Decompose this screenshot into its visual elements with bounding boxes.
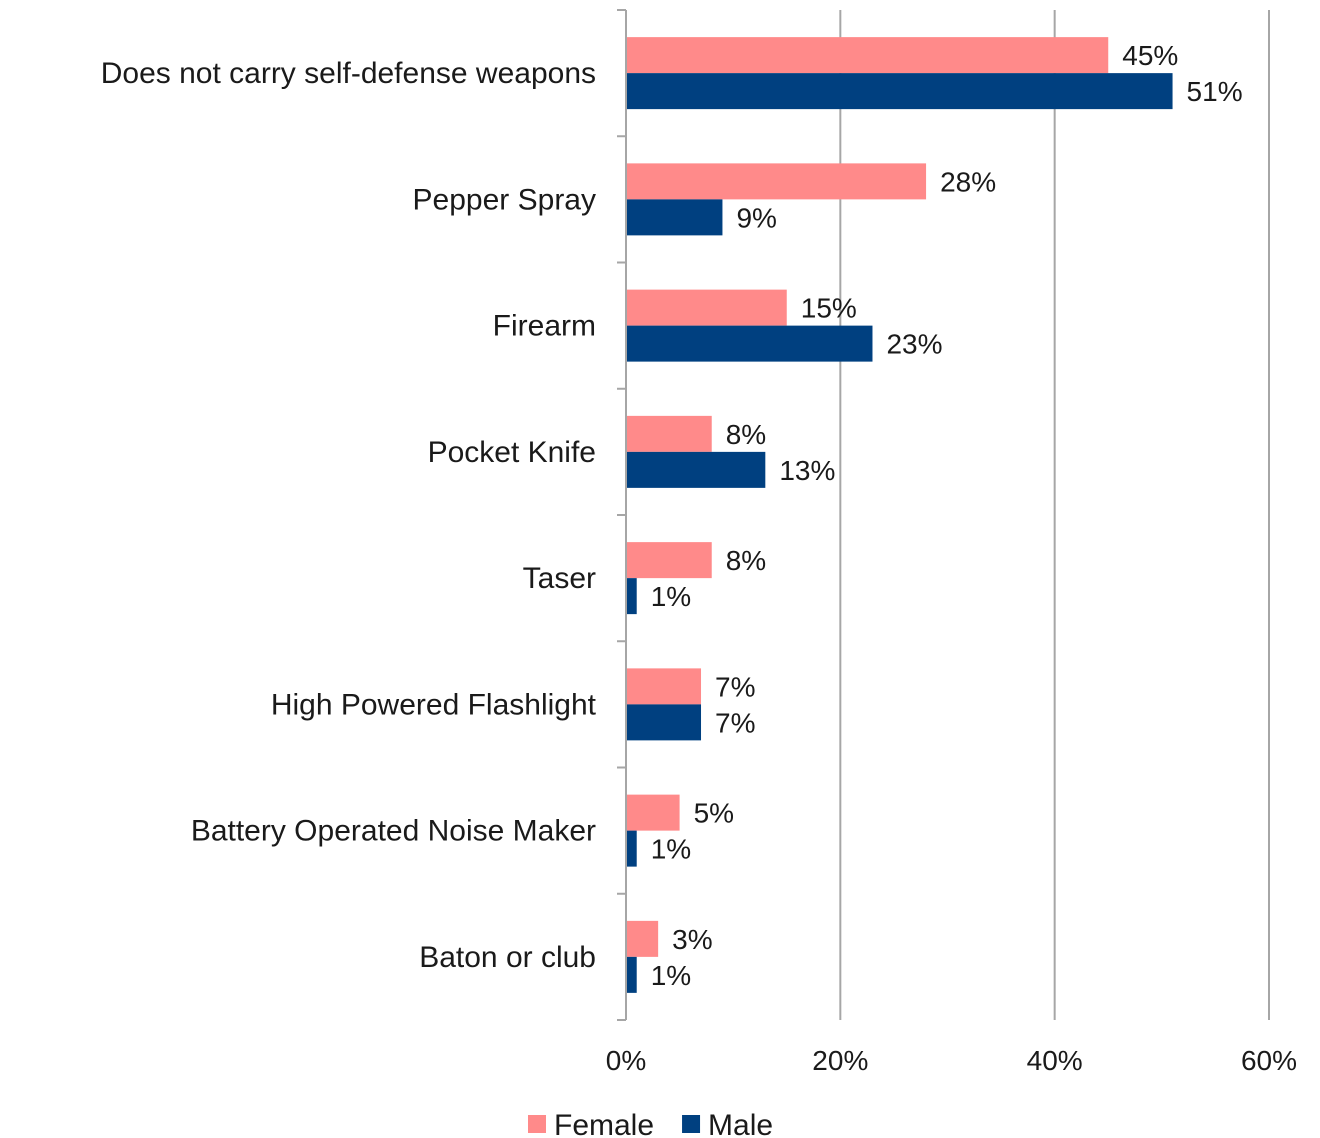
male-bar [626, 830, 637, 867]
category-label: Battery Operated Noise Maker [191, 815, 596, 848]
legend-item-male: Male [682, 1109, 773, 1138]
male-data-label: 1% [651, 960, 691, 991]
female-data-label: 45% [1122, 40, 1178, 71]
legend-label: Female [554, 1109, 654, 1138]
male-data-label: 23% [886, 329, 942, 360]
female-bar [626, 920, 659, 957]
male-bar [626, 451, 766, 488]
male-bar [626, 199, 723, 236]
legend-label: Male [708, 1109, 773, 1138]
male-data-label: 1% [651, 581, 691, 612]
bars [626, 37, 1173, 993]
female-bar [626, 668, 702, 705]
male-data-label: 51% [1187, 76, 1243, 107]
female-data-label: 7% [715, 671, 755, 702]
female-data-label: 8% [726, 545, 766, 576]
category-label: Taser [523, 562, 596, 595]
male-bar [626, 956, 637, 993]
male-bar [626, 73, 1173, 110]
legend: Female Male [528, 1109, 773, 1138]
male-data-label: 7% [715, 707, 755, 738]
x-tick-labels: 0% 20% 40% 60% [606, 1045, 1297, 1076]
female-data-label: 28% [940, 166, 996, 197]
male-bar [626, 325, 873, 362]
female-data-label: 15% [801, 293, 857, 324]
female-bar [626, 289, 787, 326]
female-bar [626, 794, 680, 831]
category-label: High Powered Flashlight [271, 688, 597, 721]
female-bar [626, 542, 712, 579]
category-label: Baton or club [419, 941, 596, 974]
legend-item-female: Female [528, 1109, 654, 1138]
category-label: Pocket Knife [428, 436, 596, 469]
x-tick-label: 60% [1241, 1045, 1297, 1076]
male-data-label: 9% [736, 202, 776, 233]
data-labels: 45%51%28%9%15%23%8%13%8%1%7%7%5%1%3%1% [651, 40, 1243, 991]
x-tick-label: 40% [1027, 1045, 1083, 1076]
category-labels: Does not carry self-defense weapons Peppe… [101, 57, 597, 974]
male-bar [626, 704, 702, 741]
category-label: Pepper Spray [413, 183, 596, 216]
male-data-label: 1% [651, 834, 691, 865]
y-axis [617, 9, 627, 1021]
female-bar [626, 163, 927, 200]
category-label: Firearm [493, 310, 596, 343]
female-bar [626, 415, 712, 452]
male-data-label: 13% [779, 455, 835, 486]
legend-swatch [528, 1115, 546, 1133]
female-bar [626, 37, 1109, 74]
gridlines [839, 10, 1270, 1020]
male-bar [626, 578, 637, 615]
category-label: Does not carry self-defense weapons [101, 57, 596, 90]
x-tick-label: 0% [606, 1045, 646, 1076]
female-data-label: 5% [694, 798, 734, 829]
female-data-label: 8% [726, 419, 766, 450]
x-tick-label: 20% [812, 1045, 868, 1076]
female-data-label: 3% [672, 924, 712, 955]
legend-swatch [682, 1115, 701, 1133]
